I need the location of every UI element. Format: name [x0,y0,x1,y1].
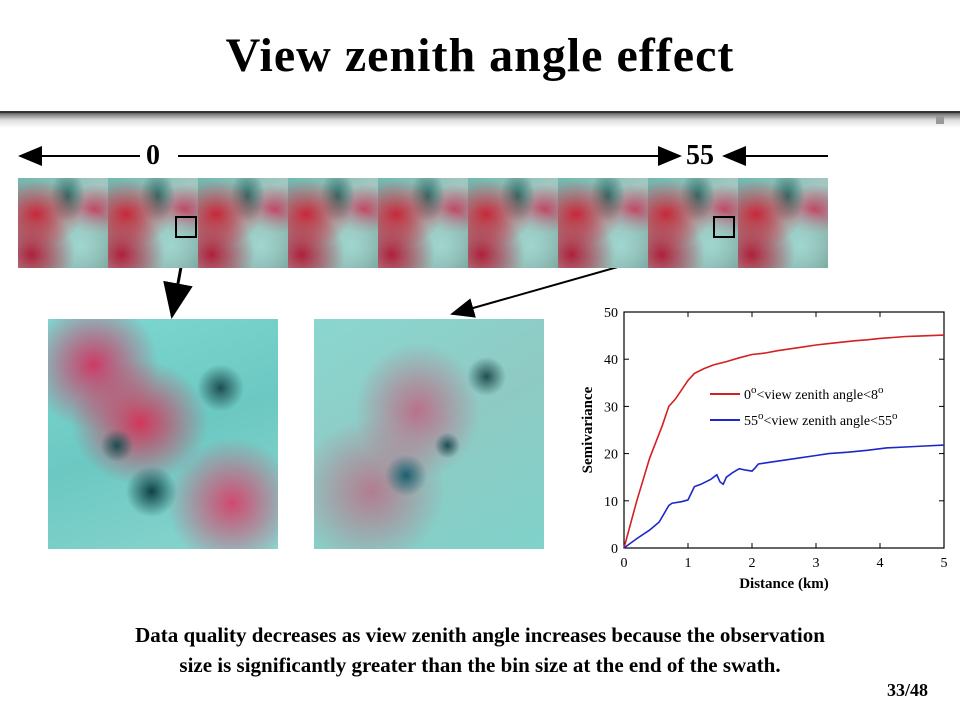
strip-tile [288,178,378,268]
strip-tile [108,178,198,268]
selection-box-edge [713,216,735,238]
slide-title: View zenith angle effect [225,29,735,82]
strip-tile [468,178,558,268]
x-axis-label: Distance (km) [739,576,829,592]
strip-tile [738,178,828,268]
strip-tile [648,178,738,268]
plot-frame [623,311,945,549]
y-tick-label: 0 [611,542,618,557]
series-line-2 [623,444,945,549]
angle-start-label: 0 [146,140,160,171]
y-tick-label: 50 [604,306,618,321]
corner-square [936,116,944,124]
caption-line-1: Data quality decreases as view zenith an… [135,623,825,647]
satellite-image-strip [18,178,828,268]
x-tick-label: 4 [877,556,884,571]
y-tick-label: 40 [604,353,618,368]
caption: Data quality decreases as view zenith an… [0,620,960,680]
x-tick-label: 1 [685,556,692,571]
y-axis-label: Semivariance [580,386,596,473]
zoomed-image-nadir [48,319,278,549]
strip-tile [558,178,648,268]
y-tick-label: 10 [604,495,618,510]
y-tick-label: 30 [604,400,618,415]
series-line-1 [623,334,945,549]
title-rule-edge [0,111,960,113]
legend-label-1: 0o<view zenith angle<8o [744,384,884,403]
x-tick-label: 2 [749,556,756,571]
strip-tile [198,178,288,268]
strip-tile [18,178,108,268]
zoomed-image-edge [314,319,544,549]
caption-line-2: size is significantly greater than the b… [179,653,781,677]
legend-label-2: 55o<view zenith angle<55o [744,410,898,429]
x-tick-label: 5 [941,556,948,571]
selection-box-nadir [175,216,197,238]
y-tick-label: 20 [604,448,618,463]
title-rule [0,112,960,128]
angle-end-label: 55 [686,140,714,171]
page-number: 33/48 [886,680,928,700]
x-tick-label: 0 [621,556,628,571]
x-tick-label: 3 [813,556,820,571]
strip-tile [378,178,468,268]
